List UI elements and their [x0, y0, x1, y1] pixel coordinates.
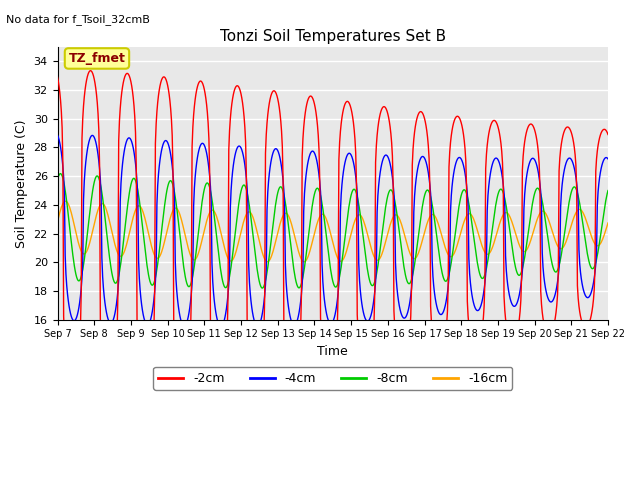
X-axis label: Time: Time: [317, 345, 348, 358]
Text: No data for f_Tsoil_32cmB: No data for f_Tsoil_32cmB: [6, 14, 150, 25]
Y-axis label: Soil Temperature (C): Soil Temperature (C): [15, 119, 28, 248]
Title: Tonzi Soil Temperatures Set B: Tonzi Soil Temperatures Set B: [220, 29, 446, 44]
Legend: -2cm, -4cm, -8cm, -16cm: -2cm, -4cm, -8cm, -16cm: [153, 367, 512, 390]
Text: TZ_fmet: TZ_fmet: [68, 52, 125, 65]
